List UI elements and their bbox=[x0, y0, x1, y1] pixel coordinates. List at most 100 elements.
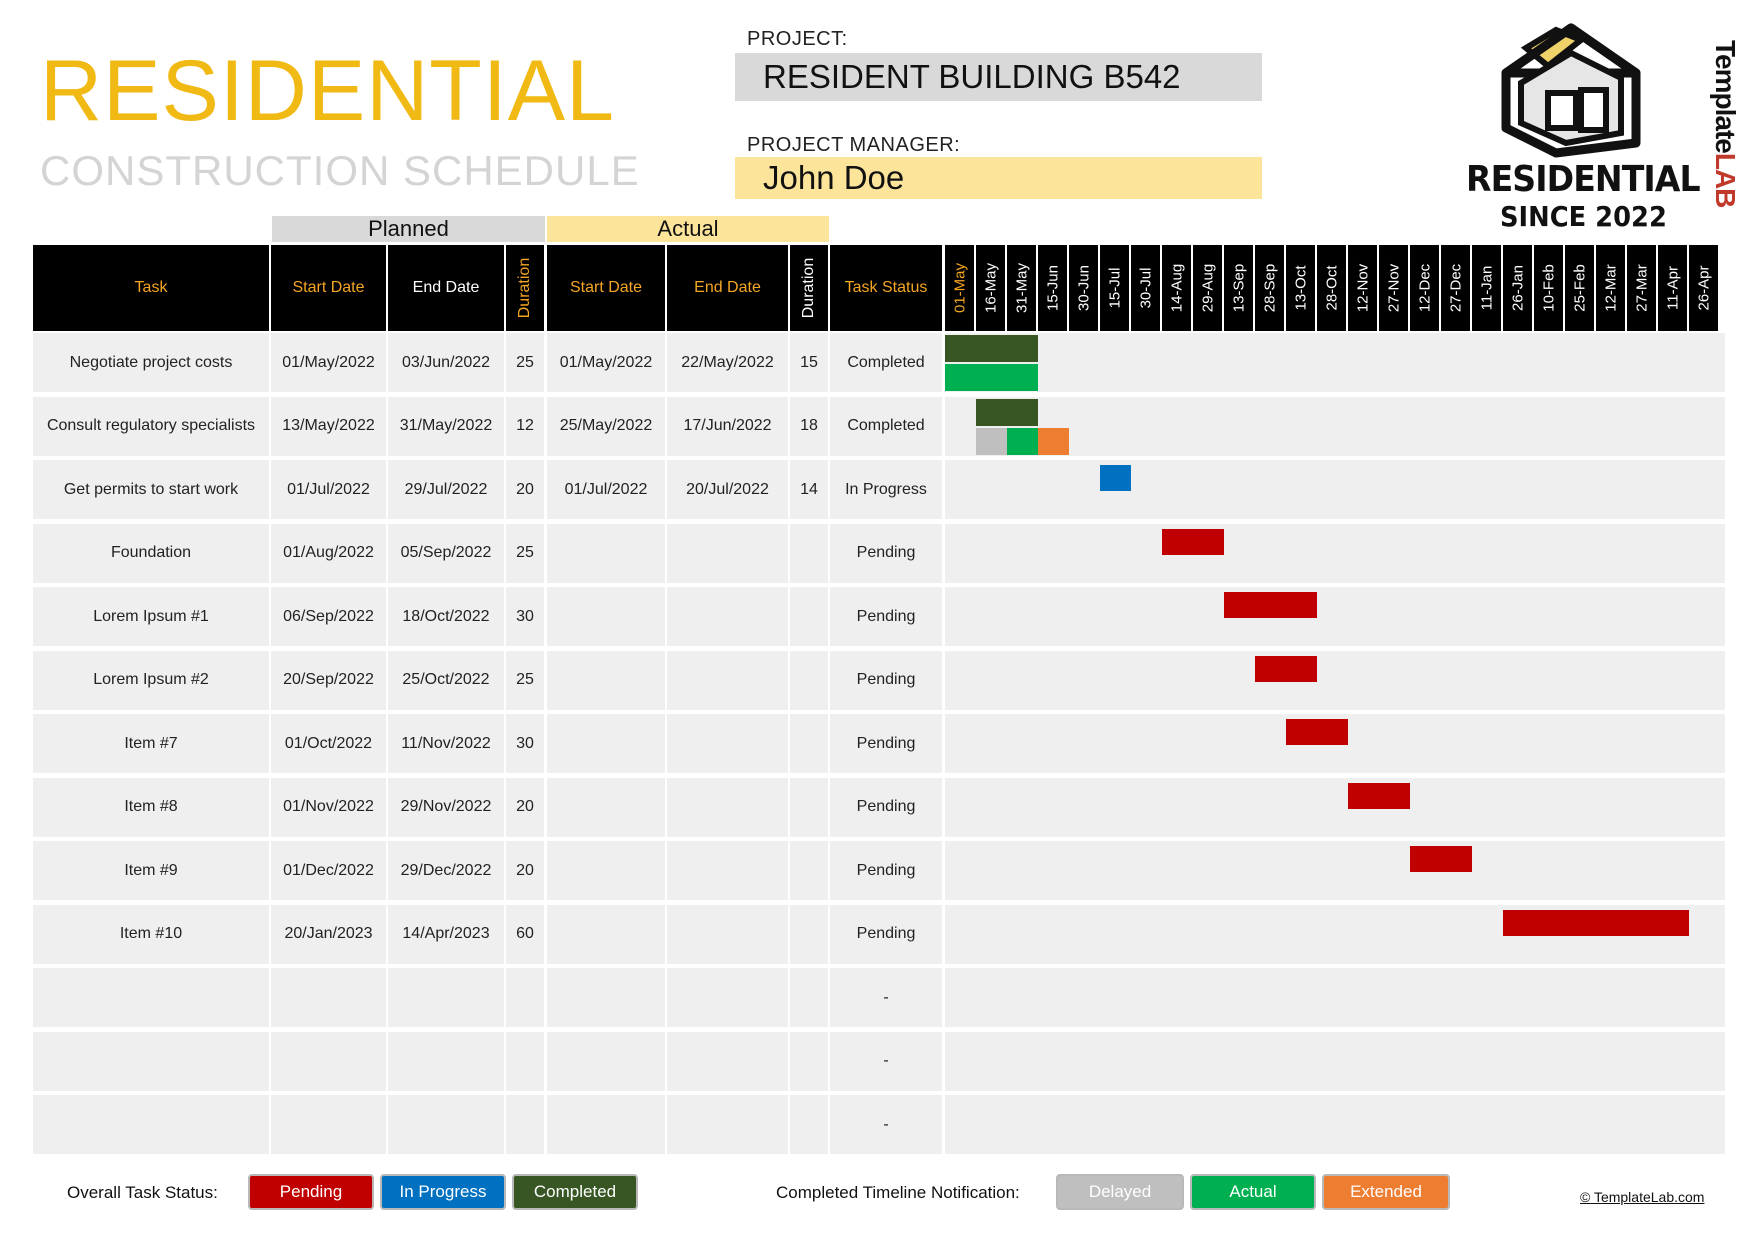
table-row[interactable]: Item #10 20/Jan/2023 14/Apr/2023 60 Pending bbox=[33, 904, 1725, 964]
actual-end-cell[interactable] bbox=[667, 1031, 788, 1091]
planned-start-cell[interactable]: 13/May/2022 bbox=[271, 396, 386, 456]
planned-start-cell[interactable]: 06/Sep/2022 bbox=[271, 587, 386, 646]
planned-duration-cell[interactable]: 12 bbox=[506, 396, 544, 456]
planned-start-cell[interactable] bbox=[271, 1031, 386, 1091]
planned-duration-cell[interactable]: 20 bbox=[506, 777, 544, 837]
planned-start-cell[interactable] bbox=[271, 1095, 386, 1154]
actual-start-cell[interactable] bbox=[547, 1031, 665, 1091]
actual-start-cell[interactable] bbox=[547, 1095, 665, 1154]
task-status-cell[interactable]: Pending bbox=[830, 904, 942, 964]
task-name-cell[interactable]: Item #7 bbox=[33, 714, 269, 773]
planned-duration-cell[interactable]: 30 bbox=[506, 587, 544, 646]
actual-duration-cell[interactable] bbox=[790, 714, 828, 773]
task-status-cell[interactable]: Pending bbox=[830, 841, 942, 900]
actual-start-cell[interactable]: 01/May/2022 bbox=[547, 333, 665, 392]
planned-start-cell[interactable]: 01/Jul/2022 bbox=[271, 460, 386, 519]
planned-duration-cell[interactable] bbox=[506, 1095, 544, 1154]
planned-start-cell[interactable]: 01/Aug/2022 bbox=[271, 523, 386, 583]
planned-end-cell[interactable]: 03/Jun/2022 bbox=[388, 333, 504, 392]
table-row[interactable]: - bbox=[33, 968, 1725, 1027]
planned-duration-cell[interactable]: 20 bbox=[506, 460, 544, 519]
task-status-cell[interactable]: Pending bbox=[830, 523, 942, 583]
task-status-cell[interactable]: Completed bbox=[830, 333, 942, 392]
planned-end-cell[interactable]: 05/Sep/2022 bbox=[388, 523, 504, 583]
actual-start-cell[interactable] bbox=[547, 841, 665, 900]
actual-duration-cell[interactable] bbox=[790, 777, 828, 837]
actual-duration-cell[interactable] bbox=[790, 587, 828, 646]
planned-end-cell[interactable]: 14/Apr/2023 bbox=[388, 904, 504, 964]
actual-start-cell[interactable] bbox=[547, 587, 665, 646]
planned-start-cell[interactable]: 01/Oct/2022 bbox=[271, 714, 386, 773]
planned-end-cell[interactable]: 29/Dec/2022 bbox=[388, 841, 504, 900]
actual-end-cell[interactable] bbox=[667, 587, 788, 646]
actual-end-cell[interactable] bbox=[667, 523, 788, 583]
actual-duration-cell[interactable]: 15 bbox=[790, 333, 828, 392]
task-name-cell[interactable]: Consult regulatory specialists bbox=[33, 396, 269, 456]
planned-end-cell[interactable]: 18/Oct/2022 bbox=[388, 587, 504, 646]
actual-end-cell[interactable] bbox=[667, 968, 788, 1027]
planned-start-cell[interactable]: 20/Sep/2022 bbox=[271, 650, 386, 710]
task-name-cell[interactable]: Get permits to start work bbox=[33, 460, 269, 519]
actual-end-cell[interactable] bbox=[667, 904, 788, 964]
actual-end-cell[interactable] bbox=[667, 714, 788, 773]
task-status-cell[interactable]: Pending bbox=[830, 587, 942, 646]
actual-duration-cell[interactable]: 14 bbox=[790, 460, 828, 519]
actual-duration-cell[interactable] bbox=[790, 650, 828, 710]
table-row[interactable]: Negotiate project costs 01/May/2022 03/Jun… bbox=[33, 333, 1725, 392]
actual-end-cell[interactable] bbox=[667, 650, 788, 710]
planned-duration-cell[interactable] bbox=[506, 1031, 544, 1091]
planned-duration-cell[interactable]: 60 bbox=[506, 904, 544, 964]
table-row[interactable]: Foundation 01/Aug/2022 05/Sep/2022 25 Pendin… bbox=[33, 523, 1725, 583]
task-status-cell[interactable]: - bbox=[830, 968, 942, 1027]
table-row[interactable]: Item #9 01/Dec/2022 29/Dec/2022 20 Pending bbox=[33, 841, 1725, 900]
copyright-link[interactable]: © TemplateLab.com bbox=[1580, 1189, 1705, 1205]
planned-start-cell[interactable]: 01/May/2022 bbox=[271, 333, 386, 392]
task-name-cell[interactable] bbox=[33, 1031, 269, 1091]
task-status-cell[interactable]: In Progress bbox=[830, 460, 942, 519]
actual-duration-cell[interactable] bbox=[790, 523, 828, 583]
actual-end-cell[interactable] bbox=[667, 1095, 788, 1154]
task-name-cell[interactable]: Negotiate project costs bbox=[33, 333, 269, 392]
table-row[interactable]: Item #8 01/Nov/2022 29/Nov/2022 20 Pending bbox=[33, 777, 1725, 837]
planned-duration-cell[interactable]: 25 bbox=[506, 523, 544, 583]
task-name-cell[interactable]: Foundation bbox=[33, 523, 269, 583]
table-row[interactable]: Lorem Ipsum #2 20/Sep/2022 25/Oct/2022 25 Pe… bbox=[33, 650, 1725, 710]
task-name-cell[interactable] bbox=[33, 1095, 269, 1154]
task-name-cell[interactable]: Item #9 bbox=[33, 841, 269, 900]
task-status-cell[interactable]: - bbox=[830, 1095, 942, 1154]
task-name-cell[interactable]: Lorem Ipsum #1 bbox=[33, 587, 269, 646]
project-name-field[interactable]: RESIDENT BUILDING B542 bbox=[735, 53, 1262, 101]
actual-duration-cell[interactable] bbox=[790, 1031, 828, 1091]
planned-duration-cell[interactable]: 25 bbox=[506, 650, 544, 710]
actual-start-cell[interactable] bbox=[547, 968, 665, 1027]
actual-end-cell[interactable] bbox=[667, 841, 788, 900]
planned-start-cell[interactable]: 01/Nov/2022 bbox=[271, 777, 386, 837]
planned-end-cell[interactable]: 31/May/2022 bbox=[388, 396, 504, 456]
planned-end-cell[interactable] bbox=[388, 968, 504, 1027]
actual-start-cell[interactable] bbox=[547, 523, 665, 583]
table-row[interactable]: Item #7 01/Oct/2022 11/Nov/2022 30 Pending bbox=[33, 714, 1725, 773]
planned-end-cell[interactable] bbox=[388, 1095, 504, 1154]
actual-duration-cell[interactable] bbox=[790, 968, 828, 1027]
task-name-cell[interactable]: Item #8 bbox=[33, 777, 269, 837]
table-row[interactable]: - bbox=[33, 1095, 1725, 1154]
task-name-cell[interactable]: Lorem Ipsum #2 bbox=[33, 650, 269, 710]
planned-end-cell[interactable] bbox=[388, 1031, 504, 1091]
actual-duration-cell[interactable] bbox=[790, 904, 828, 964]
actual-start-cell[interactable] bbox=[547, 777, 665, 837]
actual-end-cell[interactable] bbox=[667, 777, 788, 837]
task-name-cell[interactable]: Item #10 bbox=[33, 904, 269, 964]
table-row[interactable]: Lorem Ipsum #1 06/Sep/2022 18/Oct/2022 30 Pe… bbox=[33, 587, 1725, 646]
planned-start-cell[interactable]: 01/Dec/2022 bbox=[271, 841, 386, 900]
planned-end-cell[interactable]: 11/Nov/2022 bbox=[388, 714, 504, 773]
actual-start-cell[interactable]: 01/Jul/2022 bbox=[547, 460, 665, 519]
task-status-cell[interactable]: - bbox=[830, 1031, 942, 1091]
actual-start-cell[interactable]: 25/May/2022 bbox=[547, 396, 665, 456]
planned-start-cell[interactable]: 20/Jan/2023 bbox=[271, 904, 386, 964]
project-manager-field[interactable]: John Doe bbox=[735, 157, 1262, 199]
table-row[interactable]: Get permits to start work 01/Jul/2022 29/J… bbox=[33, 460, 1725, 519]
task-status-cell[interactable]: Pending bbox=[830, 714, 942, 773]
actual-duration-cell[interactable] bbox=[790, 1095, 828, 1154]
actual-duration-cell[interactable] bbox=[790, 841, 828, 900]
actual-end-cell[interactable]: 20/Jul/2022 bbox=[667, 460, 788, 519]
